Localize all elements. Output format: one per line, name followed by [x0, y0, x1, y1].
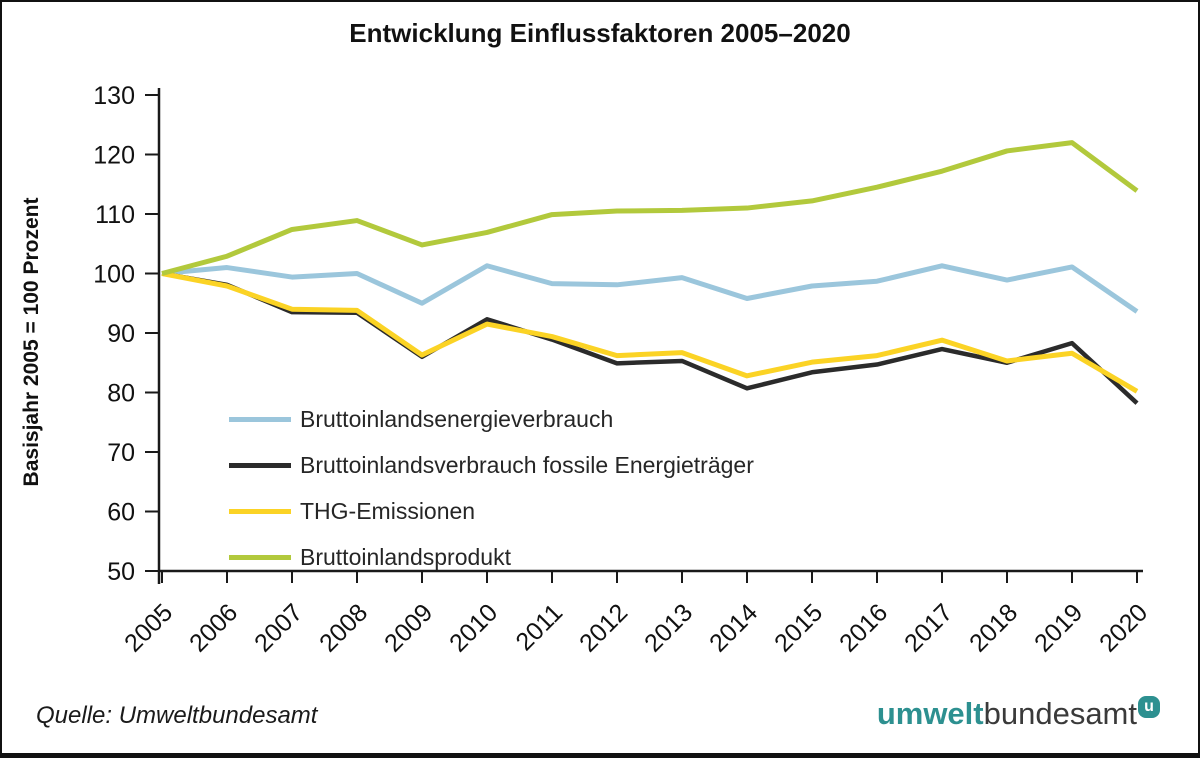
y-tick-label: 100 — [93, 261, 135, 289]
y-tick-label: 90 — [107, 320, 135, 348]
y-tick-label: 50 — [107, 558, 135, 586]
x-tick-label: 2013 — [639, 598, 698, 657]
x-tick-label: 2014 — [704, 598, 763, 657]
x-tick-label: 2007 — [249, 598, 308, 657]
legend-line-icon — [229, 462, 291, 468]
series-line — [161, 271, 1139, 405]
y-tick-label: 110 — [95, 201, 135, 229]
y-tick-label: 60 — [107, 499, 135, 527]
legend-item: Bruttoinlandsenergieverbrauch — [229, 396, 754, 442]
x-tick-label: 2019 — [1029, 598, 1088, 657]
logo-umwelt-text: umwelt — [876, 696, 984, 731]
series-line — [161, 263, 1139, 314]
legend-label: Bruttoinlandsverbrauch fossile Energietr… — [300, 451, 754, 478]
legend-line-icon — [229, 416, 291, 422]
legend-line-icon — [229, 508, 291, 514]
x-tick-label: 2006 — [184, 598, 243, 657]
series-line — [161, 140, 1139, 276]
y-tick-label: 80 — [107, 380, 135, 408]
x-tick-label: 2012 — [574, 598, 633, 657]
legend-label: Bruttoinlandsprodukt — [300, 543, 511, 570]
source-caption: Quelle: Umweltbundesamt — [36, 702, 318, 729]
y-tick-label: 130 — [93, 82, 135, 110]
logo-bundesamt-text: bundesamt — [983, 696, 1137, 731]
legend-item: Bruttoinlandsverbrauch fossile Energietr… — [229, 442, 754, 488]
y-tick-label: 120 — [93, 142, 135, 170]
x-tick-label: 2018 — [964, 598, 1023, 657]
chart-title: Entwicklung Einflussfaktoren 2005–2020 — [349, 18, 851, 48]
legend-item: THG-Emissionen — [229, 488, 754, 534]
legend-line-icon — [229, 554, 291, 560]
y-tick-label: 70 — [107, 439, 135, 467]
logo-u-badge-icon: u — [1138, 696, 1160, 718]
series-line — [161, 271, 1139, 394]
x-tick-label: 2010 — [444, 598, 503, 657]
x-tick-label: 2016 — [834, 598, 893, 657]
legend-label: THG-Emissionen — [300, 497, 476, 524]
legend-item: Bruttoinlandsprodukt — [229, 534, 754, 580]
x-tick-label: 2015 — [769, 598, 828, 657]
chart-legend: Bruttoinlandsenergieverbrauch Bruttoinlan… — [229, 396, 754, 580]
x-tick-label: 2008 — [314, 598, 373, 657]
x-tick-label: 2017 — [899, 598, 958, 657]
x-tick-label: 2020 — [1094, 598, 1153, 657]
x-tick-label: 2011 — [510, 598, 568, 656]
uba-logo: umweltbundesamt u — [877, 696, 1160, 732]
x-tick-label: 2009 — [379, 598, 438, 657]
x-tick-label: 2005 — [119, 598, 178, 657]
legend-label: Bruttoinlandsenergieverbrauch — [300, 405, 614, 432]
